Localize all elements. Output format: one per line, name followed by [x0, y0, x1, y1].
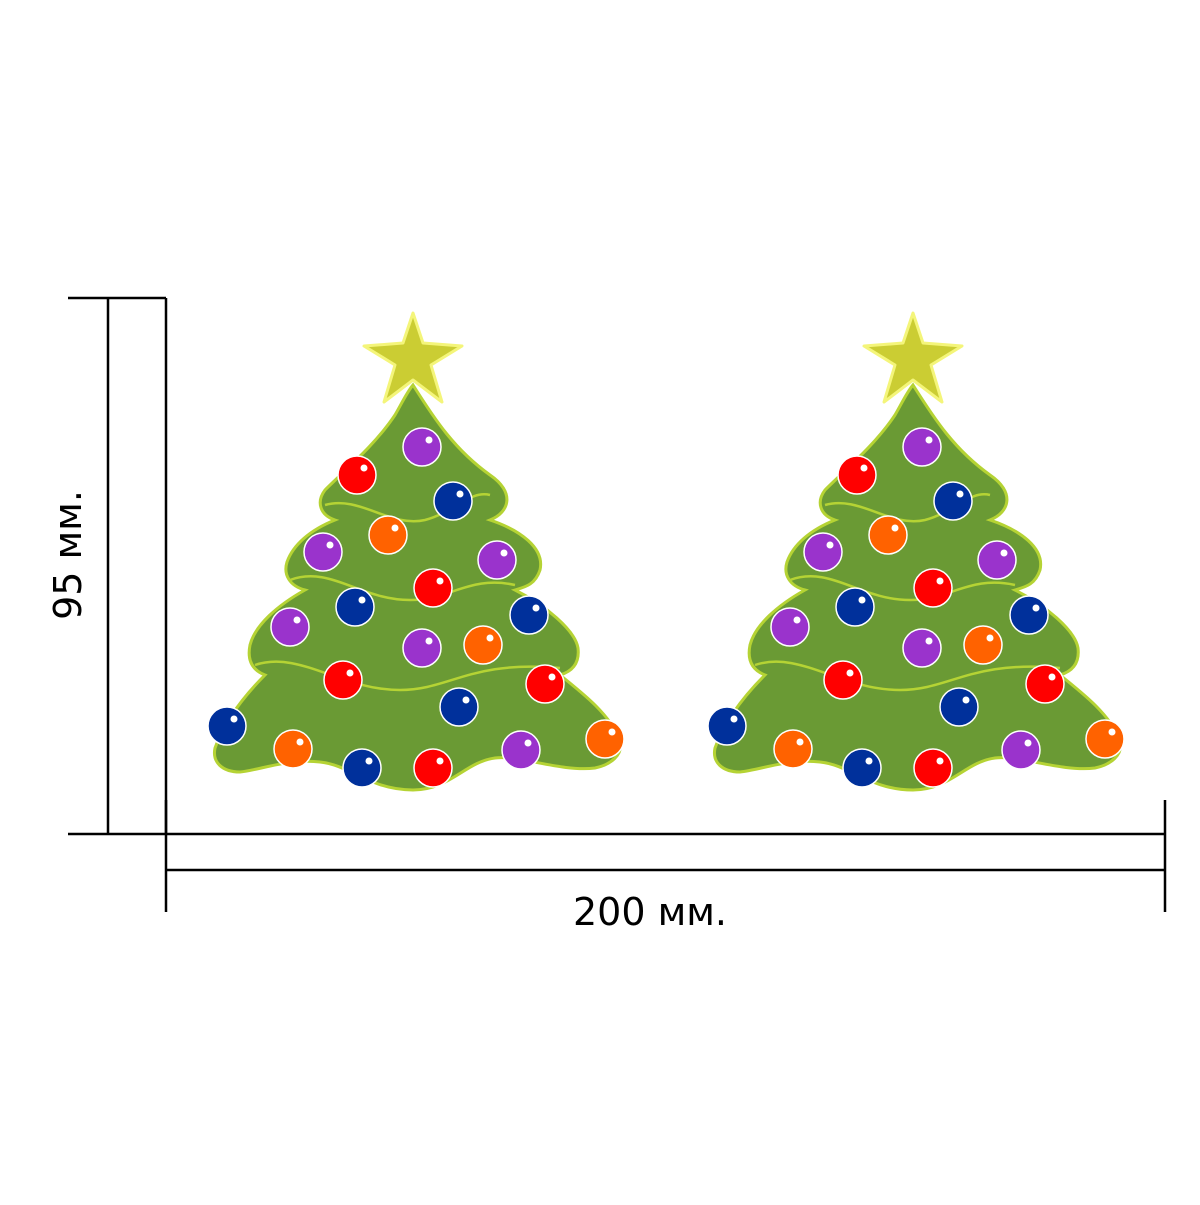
ornament-orange [463, 625, 503, 665]
ornament-red [525, 664, 565, 704]
ornament-red [913, 568, 953, 608]
ornament-purple [270, 607, 310, 647]
ornament-orange [963, 625, 1003, 665]
ornament-red [413, 568, 453, 608]
ornament-purple [902, 427, 942, 467]
ornament-purple [1001, 730, 1041, 770]
ornament-purple [902, 628, 942, 668]
ornament-blue [939, 687, 979, 727]
ornament-red [337, 455, 377, 495]
height-dimension-label: 95 мм. [46, 490, 90, 620]
ornament-red [413, 748, 453, 788]
ornament-red [913, 748, 953, 788]
ornament-blue [835, 587, 875, 627]
ornament-purple [477, 540, 517, 580]
ornament-purple [501, 730, 541, 770]
ornament-blue [509, 595, 549, 635]
ornament-orange [1085, 719, 1125, 759]
left-tree [212, 311, 623, 792]
ornament-purple [402, 427, 442, 467]
ornament-blue [707, 706, 747, 746]
ornament-purple [303, 532, 343, 572]
ornament-red [823, 660, 863, 700]
ornament-blue [439, 687, 479, 727]
ornament-orange [368, 515, 408, 555]
ornament-orange [868, 515, 908, 555]
ornament-red [1025, 664, 1065, 704]
ornament-orange [273, 729, 313, 769]
ornament-orange [585, 719, 625, 759]
ornament-red [837, 455, 877, 495]
ornament-purple [770, 607, 810, 647]
ornament-purple [803, 532, 843, 572]
ornament-blue [433, 481, 473, 521]
width-dimension-label: 200 мм. [572, 890, 728, 934]
ornament-blue [335, 587, 375, 627]
right-tree [712, 311, 1123, 792]
ornament-blue [1009, 595, 1049, 635]
ornament-blue [933, 481, 973, 521]
ornament-red [323, 660, 363, 700]
ornament-blue [207, 706, 247, 746]
ornament-blue [342, 748, 382, 788]
ornament-orange [773, 729, 813, 769]
ornament-purple [977, 540, 1017, 580]
ornament-purple [402, 628, 442, 668]
ornament-blue [842, 748, 882, 788]
